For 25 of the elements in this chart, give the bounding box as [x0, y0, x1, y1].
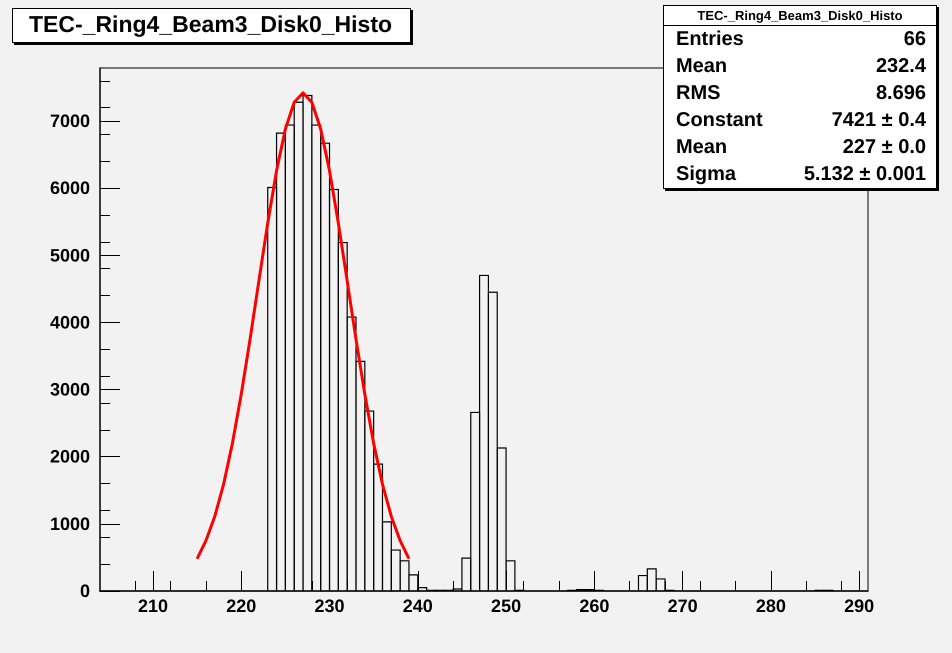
chart-title: TEC-_Ring4_Beam3_Disk0_Histo: [12, 8, 412, 43]
y-tick-label: 7000: [50, 111, 90, 132]
x-tick-label: 290: [844, 596, 874, 616]
x-tick-label: 220: [226, 596, 256, 616]
text: Constant 7421 ± 0.4: [676, 109, 926, 131]
y-tick-label: 0: [80, 581, 90, 601]
x-tick-label: 250: [491, 596, 522, 616]
x-tick-label: 210: [138, 596, 168, 616]
y-tick-label: 2000: [50, 446, 90, 467]
x-tick-label: 270: [668, 596, 698, 616]
x-tick-label: 230: [314, 596, 345, 616]
x-tick-label: 280: [756, 596, 786, 616]
text: Sigma 5.132 ± 0.001: [676, 163, 926, 185]
text: TEC-_Ring4_Beam3_Disk0_Histo: [664, 6, 936, 26]
y-tick-label: 4000: [50, 312, 90, 332]
y-tick-label: 6000: [50, 178, 90, 198]
text: Mean 227 ± 0.0: [676, 136, 926, 158]
y-tick-label: 3000: [50, 380, 90, 400]
x-tick-label: 260: [579, 596, 610, 616]
text: Mean 232.4: [676, 55, 926, 77]
text: RMS 8.696: [676, 82, 926, 104]
x-tick-label: 240: [402, 596, 433, 616]
y-tick-label: 1000: [50, 514, 90, 534]
y-tick-label: 5000: [50, 245, 90, 266]
text: Entries 66: [676, 28, 926, 50]
